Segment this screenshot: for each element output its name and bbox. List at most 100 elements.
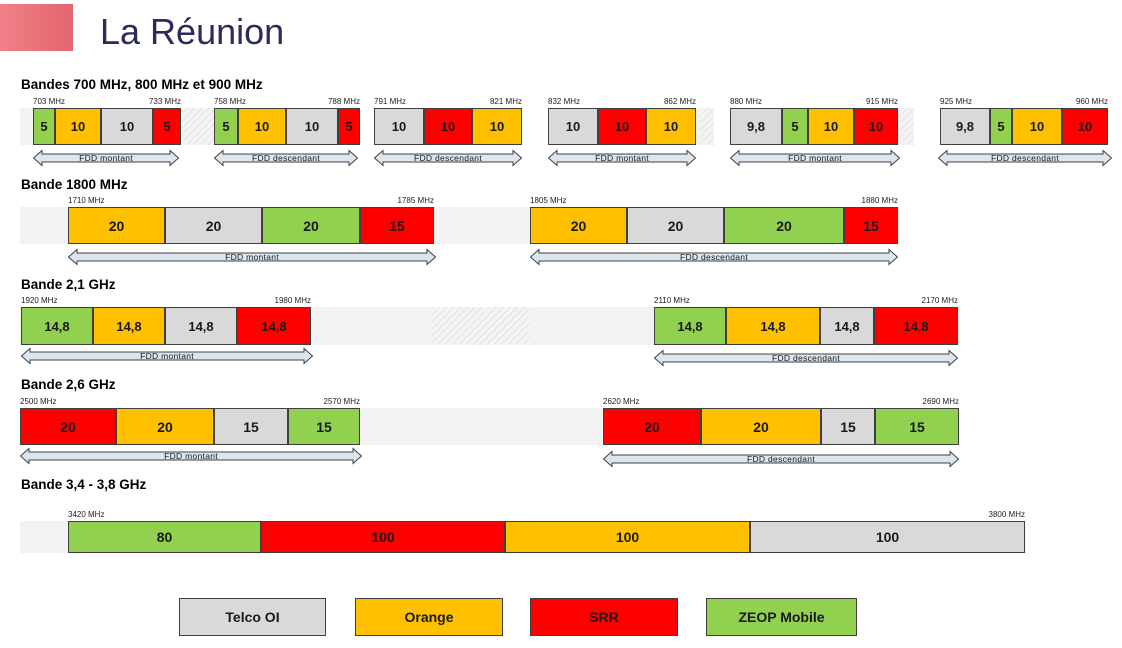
spectrum-segment-orange: 10 [1012, 108, 1062, 145]
spectrum-segment-telco: 15 [214, 408, 288, 445]
band-section-title: Bandes 700 MHz, 800 MHz et 900 MHz [21, 77, 263, 92]
title-accent-bar [0, 4, 73, 51]
end-frequency-label: 733 MHz [148, 97, 181, 106]
spectrum-segment-orange: 20 [68, 207, 165, 244]
spectrum-segment-srr: 20 [603, 408, 701, 445]
spectrum-segment-telco: 9,8 [730, 108, 782, 145]
double-arrow-icon [602, 450, 960, 468]
end-frequency-label: 1980 MHz [274, 296, 311, 305]
duplex-direction-arrow: FDD descendant [529, 248, 899, 266]
start-frequency-label: 2110 MHz [654, 296, 690, 305]
spectrum-segment-srr: 14,8 [237, 307, 311, 345]
band-section-title: Bande 2,6 GHz [21, 377, 116, 392]
spectrum-segment-srr: 100 [261, 521, 505, 553]
spectrum-segment-orange: 20 [530, 207, 627, 244]
start-frequency-label: 2620 MHz [603, 397, 640, 406]
double-arrow-icon [19, 447, 363, 465]
spectrum-segment-zeop: 5 [214, 108, 238, 145]
spectrum-segment-zeop: 20 [724, 207, 844, 244]
end-frequency-label: 1785 MHz [397, 196, 434, 205]
end-frequency-label: 2170 MHz [921, 296, 958, 305]
spectrum-segment-orange: 10 [55, 108, 101, 145]
spectrum-segment-zeop: 80 [68, 521, 261, 553]
legend-item-telco: Telco OI [179, 598, 326, 636]
arrow-label: FDD descendant [991, 153, 1059, 163]
double-arrow-icon [32, 149, 180, 167]
double-arrow-icon [729, 149, 901, 167]
spectrum-segment-srr: 15 [360, 207, 434, 244]
spectrum-segment-telco: 10 [101, 108, 153, 145]
spectrum-segment-zeop: 14,8 [654, 307, 726, 345]
spectrum-segment-telco: 20 [627, 207, 724, 244]
spectrum-segment-srr: 10 [854, 108, 898, 145]
legend-item-orange: Orange [355, 598, 503, 636]
start-frequency-label: 1805 MHz [530, 196, 567, 205]
spectrum-segment-telco: 10 [374, 108, 424, 145]
end-frequency-label: 1880 MHz [861, 196, 898, 205]
start-frequency-label: 758 MHz [214, 97, 247, 106]
band-gap-hatch [180, 108, 214, 145]
spectrum-segment-zeop: 15 [288, 408, 360, 445]
band-section-title: Bande 2,1 GHz [21, 277, 116, 292]
spectrum-segment-zeop: 5 [782, 108, 808, 145]
duplex-direction-arrow: FDD descendant [602, 450, 960, 468]
duplex-direction-arrow: FDD montant [67, 248, 437, 266]
spectrum-segment-srr: 5 [338, 108, 360, 145]
end-frequency-label: 3800 MHz [988, 510, 1025, 519]
start-frequency-label: 791 MHz [374, 97, 407, 106]
double-arrow-icon [937, 149, 1113, 167]
arrow-label: FDD descendant [252, 153, 320, 163]
double-arrow-icon [213, 149, 359, 167]
spectrum-segment-telco: 100 [750, 521, 1025, 553]
double-arrow-icon [67, 248, 437, 266]
duplex-direction-arrow: FDD montant [547, 149, 697, 167]
spectrum-segment-zeop: 5 [990, 108, 1012, 145]
end-frequency-label: 960 MHz [1075, 97, 1108, 106]
spectrum-segment-telco: 15 [821, 408, 875, 445]
spectrum-segment-srr: 10 [598, 108, 646, 145]
spectrum-segment-srr: 10 [1062, 108, 1108, 145]
spectrum-segment-zeop: 15 [875, 408, 959, 445]
start-frequency-label: 703 MHz [33, 97, 66, 106]
spectrum-segment-telco: 9,8 [940, 108, 990, 145]
spectrum-segment-srr: 15 [844, 207, 898, 244]
start-frequency-label: 3420 MHz [68, 510, 105, 519]
spectrum-segment-orange: 10 [808, 108, 854, 145]
start-frequency-label: 1710 MHz [68, 196, 105, 205]
duplex-direction-arrow: FDD descendant [213, 149, 359, 167]
arrow-label: FDD montant [788, 153, 842, 163]
spectrum-segment-zeop: 5 [33, 108, 55, 145]
legend-item-srr: SRR [530, 598, 678, 636]
arrow-label: FDD montant [164, 451, 218, 461]
start-frequency-label: 880 MHz [730, 97, 763, 106]
start-frequency-label: 832 MHz [548, 97, 581, 106]
end-frequency-label: 821 MHz [489, 97, 522, 106]
legend-item-zeop: ZEOP Mobile [706, 598, 857, 636]
spectrum-segment-srr: 5 [153, 108, 181, 145]
spectrum-segment-orange: 10 [646, 108, 696, 145]
spectrum-segment-srr: 20 [20, 408, 116, 445]
duplex-direction-arrow: FDD montant [729, 149, 901, 167]
spectrum-segment-telco: 20 [165, 207, 262, 244]
spectrum-segment-telco: 14,8 [820, 307, 874, 345]
arrow-label: FDD descendant [680, 252, 748, 262]
start-frequency-label: 925 MHz [940, 97, 973, 106]
duplex-direction-arrow: FDD descendant [653, 349, 959, 367]
arrow-label: FDD montant [79, 153, 133, 163]
arrow-label: FDD descendant [414, 153, 482, 163]
spectrum-segment-orange: 20 [701, 408, 821, 445]
spectrum-segment-telco: 14,8 [165, 307, 237, 345]
double-arrow-icon [547, 149, 697, 167]
band-gap-hatch [700, 108, 714, 145]
double-arrow-icon [373, 149, 523, 167]
arrow-label: FDD descendant [747, 454, 815, 464]
spectrum-segment-orange: 14,8 [726, 307, 820, 345]
arrow-label: FDD montant [140, 351, 194, 361]
duplex-direction-arrow: FDD montant [20, 347, 314, 365]
spectrum-segment-orange: 100 [505, 521, 750, 553]
spectrum-segment-telco: 10 [548, 108, 598, 145]
spectrum-segment-zeop: 14,8 [21, 307, 93, 345]
start-frequency-label: 1920 MHz [21, 296, 58, 305]
double-arrow-icon [529, 248, 899, 266]
